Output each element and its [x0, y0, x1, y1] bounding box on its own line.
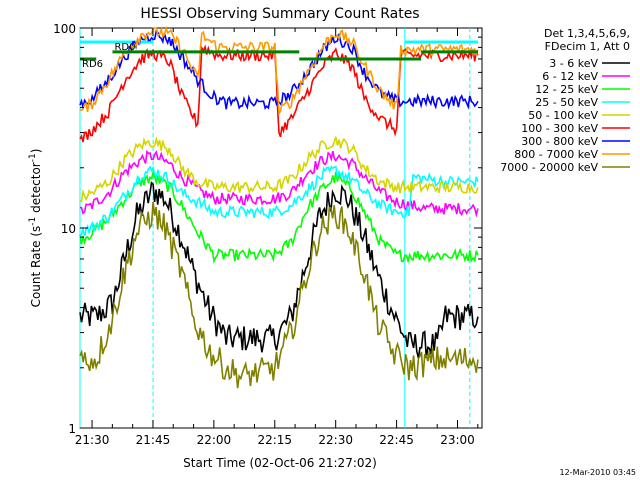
y-tick-label: 1 — [68, 422, 76, 436]
x-tick-label: 21:45 — [136, 433, 171, 447]
x-tick-label: 21:30 — [75, 433, 110, 447]
plot-frame — [79, 27, 483, 429]
x-tick-label: 22:45 — [379, 433, 414, 447]
legend-label-50-100-kev: 50 - 100 keV — [528, 109, 598, 122]
x-tick-label: 22:30 — [318, 433, 353, 447]
legend-label-6-12-kev: 6 - 12 keV — [542, 70, 598, 83]
legend-label-25-50-kev: 25 - 50 keV — [535, 96, 598, 109]
series-25-50-kev — [79, 165, 479, 239]
series-800-7000-kev — [79, 25, 479, 115]
legend-label-3-6-kev: 3 - 6 keV — [549, 57, 598, 70]
legend-label-100-300-kev: 100 - 300 keV — [521, 122, 598, 135]
series-3-6-kev — [79, 181, 479, 359]
y-tick-label: 10 — [61, 222, 76, 236]
legend: Det 1,3,4,5,6,9, FDecim 1, Att 0 3 - 6 k… — [500, 27, 630, 174]
chart-title: HESSI Observing Summary Count Rates — [140, 6, 419, 22]
series-7000-20000-kev — [79, 201, 479, 389]
legend-header-line-2: FDecim 1, Att 0 — [545, 40, 630, 53]
x-tick-label: 22:15 — [257, 433, 292, 447]
legend-label-300-800-kev: 300 - 800 keV — [521, 135, 598, 148]
x-axis-label: Start Time (02-Oct-06 21:27:02) — [183, 456, 377, 470]
overlay-label-rd0: RD0 — [114, 42, 135, 53]
x-tick-label: 22:00 — [197, 433, 232, 447]
series-50-100-kev — [79, 135, 479, 203]
overlay-label-rd6: RD6 — [82, 59, 103, 70]
legend-label-800-7000-kev: 800 - 7000 keV — [514, 148, 598, 161]
series-6-12-kev — [79, 149, 479, 218]
series-lines — [79, 25, 479, 389]
y-tick-label: 100 — [53, 22, 76, 36]
legend-header-line-1: Det 1,3,4,5,6,9, — [544, 27, 630, 40]
axis-ticks: 21:30 21:45 22:00 22:15 22:30 22:45 23:00 1 10 10… — [53, 22, 482, 447]
series-12-25-kev — [79, 169, 479, 265]
x-tick-label: 23:00 — [440, 433, 475, 447]
legend-label-12-25-kev: 12 - 25 keV — [535, 83, 598, 96]
timestamp: 12-Mar-2010 03:45 — [560, 468, 637, 477]
y-axis-label: Count Rate (s-1 detector-1) — [28, 149, 43, 308]
legend-label-7000-20000-kev: 7000 - 20000 keV — [500, 161, 598, 174]
